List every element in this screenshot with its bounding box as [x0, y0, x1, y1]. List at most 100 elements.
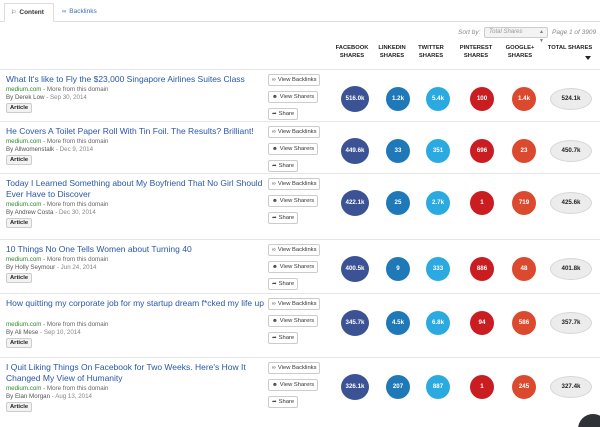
view-backlinks-button[interactable]: ∞ View Backlinks — [268, 244, 321, 256]
pinterest-shares: 94 — [470, 311, 494, 335]
share-button[interactable]: ➦ Share — [268, 108, 299, 120]
view-backlinks-button[interactable]: ∞ View Backlinks — [268, 126, 321, 138]
share-button[interactable]: ➦ Share — [268, 278, 299, 290]
twitter-shares: 351 — [426, 139, 450, 163]
article-title-link[interactable]: Today I Learned Something about My Boyfr… — [6, 178, 263, 199]
share-button[interactable]: ➦ Share — [268, 332, 299, 344]
article-author[interactable]: By Derek Low — [6, 94, 45, 101]
view-backlinks-button[interactable]: ∞ View Backlinks — [268, 74, 321, 86]
share-button[interactable]: ➦ Share — [268, 212, 299, 224]
article-domain-link[interactable]: medium.com — [6, 256, 42, 263]
share-label: Share — [278, 215, 295, 221]
column-header-twitter[interactable]: TWITTER SHARES — [414, 44, 448, 60]
article-domain-link[interactable]: medium.com — [6, 321, 42, 328]
pinterest-shares: 886 — [470, 257, 494, 281]
article-domain-line: medium.com - More from this domain — [6, 86, 108, 93]
link-icon: ∞ — [272, 181, 276, 187]
view-sharers-label: View Sharers — [279, 264, 315, 270]
view-sharers-button[interactable]: ☻ View Sharers — [268, 143, 319, 155]
total-shares: 401.8k — [550, 258, 592, 280]
article-title-link[interactable]: I Quit Liking Things On Facebook for Two… — [6, 362, 246, 383]
article-author[interactable]: By Holly Seymour — [6, 264, 56, 271]
article-date: - Dec 30, 2014 — [53, 209, 96, 216]
article-title-link[interactable]: 10 Things No One Tells Women about Turni… — [6, 244, 192, 254]
column-header-line: LINKEDIN — [378, 45, 406, 51]
article-byline: By Derek Low - Sep 30, 2014 — [6, 94, 87, 101]
column-header-total[interactable]: TOTAL SHARES — [544, 44, 596, 52]
more-from-domain-link[interactable]: - More from this domain — [41, 321, 109, 328]
chat-widget-button[interactable] — [578, 414, 600, 427]
twitter-shares: 333 — [426, 257, 450, 281]
view-backlinks-label: View Backlinks — [277, 129, 317, 135]
twitter-shares: 6.8k — [426, 311, 450, 335]
view-sharers-label: View Sharers — [279, 94, 315, 100]
article-date: - Jun 24, 2014 — [55, 264, 97, 271]
more-from-domain-link[interactable]: - More from this domain — [41, 256, 109, 263]
sort-desc-icon[interactable] — [585, 56, 591, 60]
article-domain-link[interactable]: medium.com — [6, 138, 42, 145]
facebook-shares: 422.1k — [341, 190, 369, 216]
article-author[interactable]: By Ali Mese — [6, 329, 39, 336]
linkedin-shares: 4.5k — [386, 311, 410, 335]
column-header-googleplus[interactable]: GOOGLE+ SHARES — [500, 44, 540, 60]
view-sharers-label: View Sharers — [279, 382, 315, 388]
article-title-link[interactable]: What It's like to Fly the $23,000 Singap… — [6, 74, 245, 84]
view-backlinks-button[interactable]: ∞ View Backlinks — [268, 298, 321, 310]
article-byline: By Elan Morgan - Aug 13, 2014 — [6, 393, 92, 400]
link-icon: ∞ — [272, 247, 276, 253]
more-from-domain-link[interactable]: - More from this domain — [41, 138, 109, 145]
share-icon: ➦ — [272, 215, 277, 221]
article-domain-link[interactable]: medium.com — [6, 385, 42, 392]
pinterest-shares: 1 — [470, 191, 494, 215]
more-from-domain-link[interactable]: - More from this domain — [41, 385, 109, 392]
twitter-shares: 2.7k — [426, 191, 450, 215]
view-sharers-button[interactable]: ☻ View Sharers — [268, 261, 319, 273]
view-sharers-button[interactable]: ☻ View Sharers — [268, 379, 319, 391]
column-header-linkedin[interactable]: LINKEDIN SHARES — [375, 44, 409, 60]
column-header-line: SHARES — [379, 53, 405, 59]
column-header-line: SHARES — [339, 53, 365, 59]
row-divider — [0, 239, 600, 240]
article-domain-line: medium.com - More from this domain — [6, 201, 108, 208]
googleplus-shares: 719 — [512, 191, 536, 215]
article-domain-link[interactable]: medium.com — [6, 201, 42, 208]
row-divider — [0, 357, 600, 358]
more-from-domain-link[interactable]: - More from this domain — [41, 201, 109, 208]
article-title-link[interactable]: How quitting my corporate job for my sta… — [6, 298, 264, 308]
view-backlinks-button[interactable]: ∞ View Backlinks — [268, 178, 321, 190]
article-domain-line: medium.com - More from this domain — [6, 385, 108, 392]
facebook-shares: 345.7k — [341, 310, 369, 336]
article-byline: By Holly Seymour - Jun 24, 2014 — [6, 264, 96, 271]
tab-bar: ⚐ Content ∞ Backlinks — [0, 0, 600, 22]
total-shares: 425.6k — [550, 192, 592, 214]
view-sharers-button[interactable]: ☻ View Sharers — [268, 315, 319, 327]
more-from-domain-link[interactable]: - More from this domain — [41, 86, 109, 93]
linkedin-shares: 207 — [386, 375, 410, 399]
pinterest-shares: 100 — [470, 87, 494, 111]
article-title-link[interactable]: He Covers A Toilet Paper Roll With Tin F… — [6, 126, 254, 136]
column-header-line: TWITTER — [418, 45, 444, 51]
tab-backlinks[interactable]: ∞ Backlinks — [56, 3, 116, 22]
sort-select[interactable]: Total Shares ▲ ▼ — [484, 27, 548, 44]
share-button[interactable]: ➦ Share — [268, 396, 299, 408]
article-domain-link[interactable]: medium.com — [6, 86, 42, 93]
users-icon: ☻ — [272, 146, 278, 152]
article-author[interactable]: By Andrew Costa — [6, 209, 54, 216]
share-icon: ➦ — [272, 111, 277, 117]
link-icon: ∞ — [272, 365, 276, 371]
tab-content[interactable]: ⚐ Content — [4, 3, 54, 22]
article-type-badge: Article — [6, 273, 33, 283]
column-header-facebook[interactable]: FACEBOOK SHARES — [335, 44, 369, 60]
view-backlinks-label: View Backlinks — [277, 77, 317, 83]
link-icon: ∞ — [272, 129, 276, 135]
total-shares: 357.7k — [550, 312, 592, 334]
column-header-pinterest[interactable]: PINTEREST SHARES — [456, 44, 496, 60]
article-author[interactable]: By Elan Morgan — [6, 393, 51, 400]
view-sharers-button[interactable]: ☻ View Sharers — [268, 195, 319, 207]
share-icon: ➦ — [272, 163, 277, 169]
article-author[interactable]: By Allwomenstalk — [6, 146, 55, 153]
article-byline: By Allwomenstalk - Dec 9, 2014 — [6, 146, 93, 153]
view-sharers-button[interactable]: ☻ View Sharers — [268, 91, 319, 103]
share-button[interactable]: ➦ Share — [268, 160, 299, 172]
view-backlinks-button[interactable]: ∞ View Backlinks — [268, 362, 321, 374]
